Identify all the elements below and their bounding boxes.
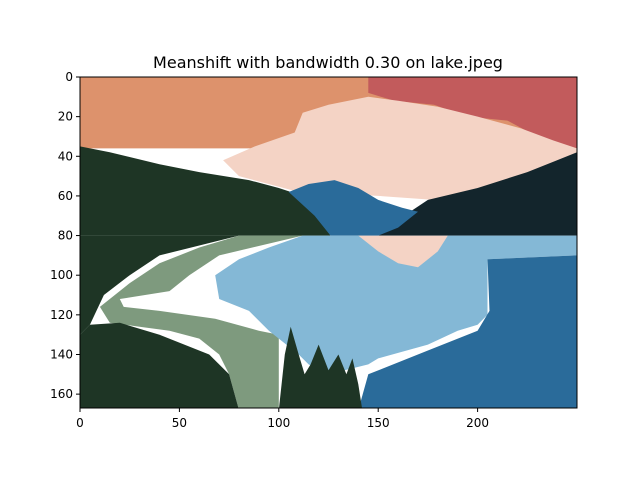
x-tick-label: 150 — [367, 416, 390, 430]
x-axis: 0 50 100 150 200 — [76, 408, 489, 430]
chart-title: Meanshift with bandwidth 0.30 on lake.jp… — [153, 53, 503, 72]
y-tick-label: 160 — [50, 387, 73, 401]
y-tick-label: 140 — [50, 347, 73, 361]
x-tick-label: 200 — [466, 416, 489, 430]
y-tick-label: 80 — [58, 229, 73, 243]
x-tick-label: 100 — [267, 416, 290, 430]
cluster-region-water-deep — [288, 180, 418, 236]
cluster-region-mountain-dark — [378, 152, 577, 236]
cluster-region-water-light — [215, 235, 577, 375]
segmented-image — [80, 77, 577, 408]
cluster-region-forest-green — [279, 326, 362, 408]
y-tick-label: 0 — [65, 70, 73, 84]
y-axis: 0 20 40 60 80 100 120 140 160 — [50, 70, 80, 401]
y-tick-label: 20 — [58, 110, 73, 124]
cluster-region-forest-green — [80, 146, 331, 236]
y-tick-label: 120 — [50, 308, 73, 322]
x-tick-label: 0 — [76, 416, 84, 430]
cluster-region-sky-red — [368, 77, 577, 149]
cluster-region-cloud-pink — [223, 96, 577, 200]
x-tick-label: 50 — [172, 416, 187, 430]
cluster-region-forest-green — [80, 322, 239, 408]
cluster-region-water-deep — [358, 255, 577, 408]
y-tick-label: 100 — [50, 268, 73, 282]
y-tick-label: 60 — [58, 189, 73, 203]
cluster-region-cloud-pink — [358, 235, 448, 268]
plot-frame — [79, 76, 578, 409]
cluster-region-forest-green — [80, 235, 239, 335]
y-tick-label: 40 — [58, 149, 73, 163]
cluster-region-sage-green — [99, 235, 303, 408]
